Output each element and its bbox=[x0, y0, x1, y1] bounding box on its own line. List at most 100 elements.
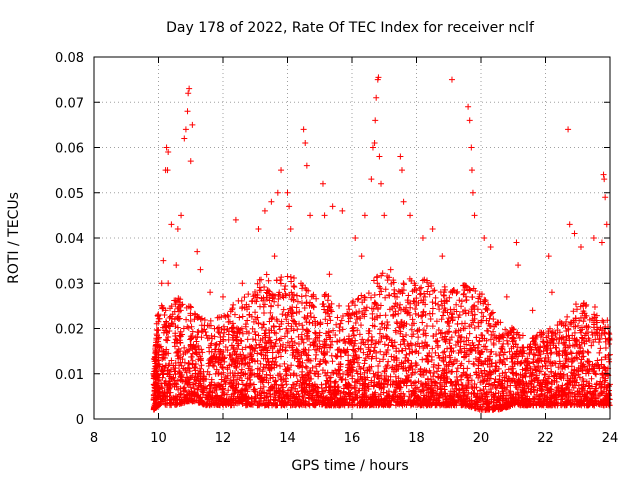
data-point bbox=[247, 369, 254, 376]
data-point bbox=[450, 397, 457, 404]
data-point bbox=[365, 344, 372, 351]
data-point bbox=[280, 306, 287, 313]
data-point bbox=[382, 286, 389, 293]
data-point bbox=[255, 225, 262, 232]
data-point bbox=[192, 311, 199, 318]
data-point bbox=[329, 358, 336, 365]
data-point bbox=[405, 398, 412, 405]
data-point bbox=[220, 369, 227, 376]
data-point bbox=[520, 350, 527, 357]
data-point bbox=[316, 361, 323, 368]
data-point bbox=[436, 306, 443, 313]
data-point bbox=[486, 403, 493, 410]
data-point bbox=[446, 323, 453, 330]
data-point bbox=[418, 372, 425, 379]
data-point bbox=[370, 402, 377, 409]
data-point bbox=[606, 402, 613, 409]
data-point bbox=[408, 363, 415, 370]
data-point bbox=[557, 360, 564, 367]
data-point bbox=[157, 400, 164, 407]
data-point bbox=[505, 366, 512, 373]
data-point bbox=[591, 368, 598, 375]
data-point bbox=[371, 299, 378, 306]
data-point bbox=[571, 401, 578, 408]
data-point bbox=[254, 391, 261, 398]
data-point bbox=[403, 331, 410, 338]
data-point bbox=[598, 381, 605, 388]
data-point bbox=[381, 212, 388, 219]
data-point bbox=[498, 358, 505, 365]
data-point bbox=[377, 326, 384, 333]
data-point bbox=[526, 349, 533, 356]
data-point bbox=[393, 355, 400, 362]
data-point bbox=[381, 341, 388, 348]
data-point bbox=[166, 314, 173, 321]
data-point bbox=[508, 355, 515, 362]
data-point bbox=[349, 346, 356, 353]
data-point bbox=[358, 340, 365, 347]
chart-title: Day 178 of 2022, Rate Of TEC Index for r… bbox=[166, 20, 535, 36]
data-point bbox=[446, 294, 453, 301]
data-point bbox=[510, 395, 517, 402]
data-point bbox=[374, 280, 381, 287]
data-point bbox=[462, 401, 469, 408]
data-point bbox=[293, 304, 300, 311]
data-point bbox=[423, 323, 430, 330]
data-point bbox=[583, 312, 590, 319]
data-point bbox=[249, 357, 256, 364]
data-point bbox=[289, 381, 296, 388]
data-point bbox=[173, 340, 180, 347]
data-point bbox=[372, 389, 379, 396]
data-point bbox=[369, 315, 376, 322]
data-point bbox=[288, 296, 295, 303]
y-tick-label: 0 bbox=[76, 413, 84, 428]
data-point bbox=[465, 358, 472, 365]
data-point bbox=[231, 372, 238, 379]
data-point bbox=[514, 400, 521, 407]
data-point bbox=[302, 139, 309, 146]
data-point bbox=[376, 153, 383, 160]
data-point bbox=[187, 158, 194, 165]
data-point bbox=[483, 327, 490, 334]
data-point bbox=[183, 316, 190, 323]
data-point bbox=[458, 303, 465, 310]
data-point bbox=[295, 358, 302, 365]
data-point bbox=[285, 395, 292, 402]
data-point bbox=[307, 212, 314, 219]
data-point bbox=[356, 308, 363, 315]
data-point bbox=[569, 332, 576, 339]
data-point bbox=[168, 303, 175, 310]
data-point bbox=[285, 320, 292, 327]
data-point bbox=[517, 371, 524, 378]
data-point bbox=[273, 388, 280, 395]
data-point bbox=[277, 276, 284, 283]
data-point bbox=[307, 367, 314, 374]
data-point bbox=[298, 293, 305, 300]
data-point bbox=[163, 144, 170, 151]
data-point bbox=[211, 363, 218, 370]
data-point bbox=[192, 370, 199, 377]
data-point bbox=[271, 391, 278, 398]
data-point bbox=[385, 358, 392, 365]
data-point bbox=[564, 380, 571, 387]
data-point bbox=[360, 381, 367, 388]
data-point bbox=[324, 369, 331, 376]
data-point bbox=[313, 295, 320, 302]
data-point bbox=[447, 337, 454, 344]
data-point bbox=[311, 402, 318, 409]
data-point bbox=[569, 374, 576, 381]
data-point bbox=[197, 370, 204, 377]
data-point bbox=[175, 345, 182, 352]
data-point bbox=[263, 289, 270, 296]
data-point bbox=[426, 310, 433, 317]
data-point bbox=[307, 310, 314, 317]
data-point bbox=[535, 362, 542, 369]
data-point bbox=[566, 221, 573, 228]
data-point bbox=[291, 392, 298, 399]
data-point bbox=[501, 349, 508, 356]
data-point bbox=[456, 387, 463, 394]
data-point bbox=[270, 292, 277, 299]
data-point bbox=[478, 332, 485, 339]
data-point bbox=[352, 302, 359, 309]
data-point bbox=[409, 349, 416, 356]
